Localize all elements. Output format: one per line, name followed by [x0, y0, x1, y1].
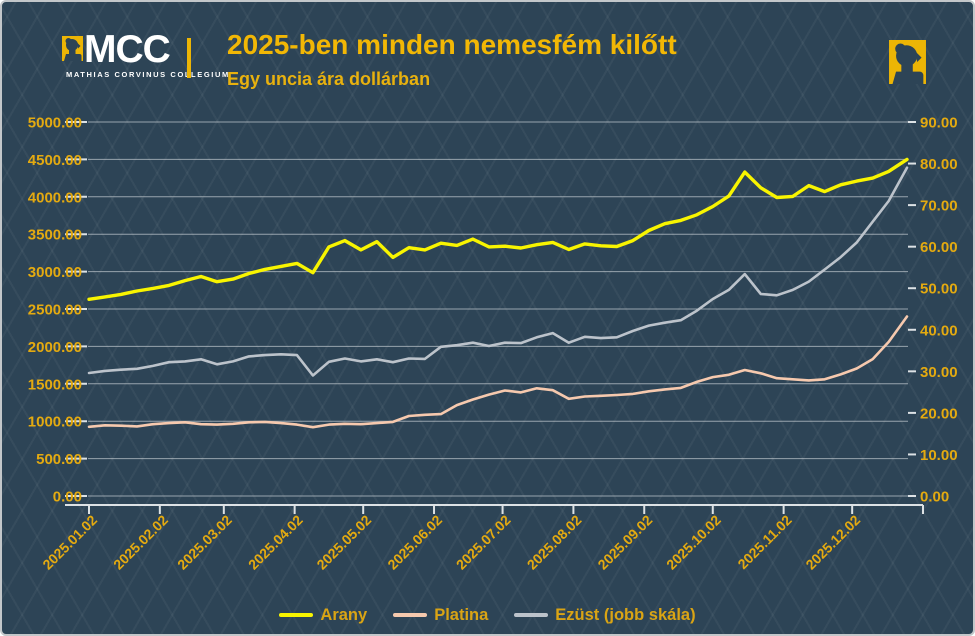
left-axis-label: 4500.00	[28, 152, 82, 169]
right-axis-label: 90.00	[920, 115, 958, 132]
x-axis-label: 2025.12.02	[802, 512, 863, 573]
chart-legend: Arany Platina Ezüst (jobb skála)	[2, 599, 973, 631]
x-axis-label: 2025.10.02	[663, 512, 724, 573]
mcc-logo: MCC MATHIAS CORVINUS COLLEGIUM	[62, 28, 230, 79]
x-axis-label: 2025.08.02	[524, 512, 585, 573]
page-subtitle: Egy uncia ára dollárban	[227, 69, 431, 89]
x-axis-label: 2025.03.02	[174, 512, 235, 573]
header-divider	[187, 38, 191, 78]
logo-text: MCC	[84, 28, 171, 71]
legend-item-ezust: Ezüst (jobb skála)	[514, 605, 696, 625]
right-axis-label: 0.00	[920, 489, 949, 506]
right-axis-label: 60.00	[920, 239, 958, 256]
legend-label-arany: Arany	[320, 605, 368, 624]
x-axis-label: 2025.11.02	[734, 512, 794, 572]
series-line-arany	[87, 157, 909, 301]
right-axis-label: 50.00	[920, 281, 958, 298]
right-axis-label: 10.00	[920, 447, 958, 464]
x-axis-label: 2025.06.02	[384, 512, 445, 573]
left-axis-label: 3000.00	[28, 264, 82, 281]
left-axis-label: 1000.00	[28, 414, 82, 431]
x-axis-label: 2025.01.02	[39, 512, 100, 573]
left-axis-label: 2500.00	[28, 302, 82, 319]
series-line-platina	[87, 315, 909, 429]
right-axis-label: 30.00	[920, 364, 958, 381]
right-axis-label: 80.00	[920, 156, 958, 173]
x-axis-label: 2025.04.02	[245, 512, 306, 573]
x-axis-label: 2025.05.02	[313, 512, 374, 573]
legend-label-platina: Platina	[434, 605, 489, 624]
arany-line-swatch	[279, 613, 314, 617]
x-axis-label: 2025.07.02	[453, 512, 514, 573]
corvinus-portrait-icon	[889, 40, 926, 84]
left-axis-label: 3500.00	[28, 227, 82, 244]
platina-line-swatch	[393, 613, 428, 617]
mcc-portrait-icon	[62, 36, 83, 61]
logo-subtext: MATHIAS CORVINUS COLLEGIUM	[66, 70, 230, 79]
left-axis-label: 4000.00	[28, 189, 82, 206]
series-line-ez-st-jobb-sk-la	[87, 166, 909, 377]
legend-item-arany: Arany	[279, 606, 367, 625]
ezust-line-swatch	[514, 613, 549, 617]
legend-label-ezust: Ezüst (jobb skála)	[555, 605, 696, 624]
x-axis-label: 2025.09.02	[594, 512, 655, 573]
left-axis-label: 5000.00	[28, 115, 82, 132]
right-axis-label: 40.00	[920, 322, 958, 339]
right-axis-label: 70.00	[920, 198, 958, 215]
legend-item-platina: Platina	[393, 606, 488, 625]
left-axis-label: 1500.00	[28, 376, 82, 393]
x-axis-label: 2025.02.02	[110, 512, 171, 573]
page-title: 2025-ben minden nemesfém kilőtt	[227, 29, 677, 60]
left-axis-label: 2000.00	[28, 339, 82, 356]
left-axis-label: 0.00	[53, 489, 82, 506]
left-axis-label: 500.00	[36, 451, 82, 468]
right-axis-label: 20.00	[920, 405, 958, 422]
